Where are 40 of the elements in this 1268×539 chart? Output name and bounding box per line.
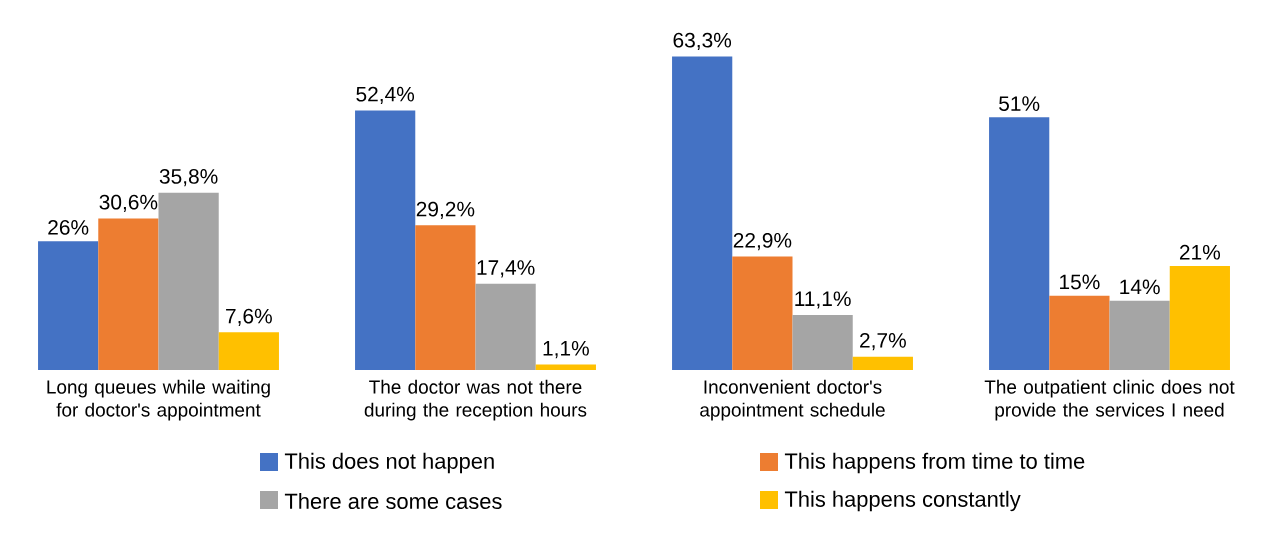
data-label: 17,4% <box>477 260 535 278</box>
bar <box>38 241 99 370</box>
bar <box>1109 300 1170 370</box>
x-tick-label: Inconvenient doctor's appointment schedule <box>700 379 885 421</box>
legend-label: There are some cases <box>284 492 502 510</box>
data-label: 63,3% <box>673 32 732 51</box>
data-label: 14% <box>1120 279 1160 295</box>
bar <box>98 218 159 370</box>
data-label: 7,6% <box>226 308 272 326</box>
data-label: 2,7% <box>860 332 906 351</box>
data-label: 22,9% <box>733 232 792 251</box>
data-label: 35,8% <box>159 168 218 187</box>
legend-label: This happens from time to time <box>784 452 1085 474</box>
data-label: 21% <box>1179 244 1221 260</box>
x-tick-label: Long queues while waiting for doctor's appointment <box>47 379 270 421</box>
legend-label: This happens constantly <box>784 490 1021 512</box>
bar <box>415 225 476 370</box>
x-tick-label: The outpatient clinic does not provide the services I need <box>984 379 1235 421</box>
x-tick-label: The doctor was not there during the reception hours <box>364 379 587 421</box>
data-label: 30,6% <box>99 194 158 213</box>
data-label: 1,1% <box>543 340 589 359</box>
bar <box>989 117 1050 370</box>
legend-label: This does not happen <box>284 452 494 474</box>
data-label: 51% <box>999 96 1040 111</box>
bar <box>355 110 416 370</box>
bar <box>732 256 793 370</box>
data-label: 15% <box>1060 274 1100 290</box>
data-label: 26% <box>48 220 89 235</box>
bar <box>1169 265 1230 370</box>
bar <box>1049 295 1110 370</box>
bar <box>475 283 536 370</box>
data-label: 52,4% <box>356 86 415 105</box>
bar <box>852 356 913 370</box>
bar <box>535 364 596 370</box>
bar <box>792 315 853 370</box>
bar <box>672 56 733 370</box>
data-label: 29,2% <box>416 201 475 219</box>
bar <box>158 192 219 370</box>
data-label: 11,1% <box>795 291 851 309</box>
bar <box>218 332 279 370</box>
